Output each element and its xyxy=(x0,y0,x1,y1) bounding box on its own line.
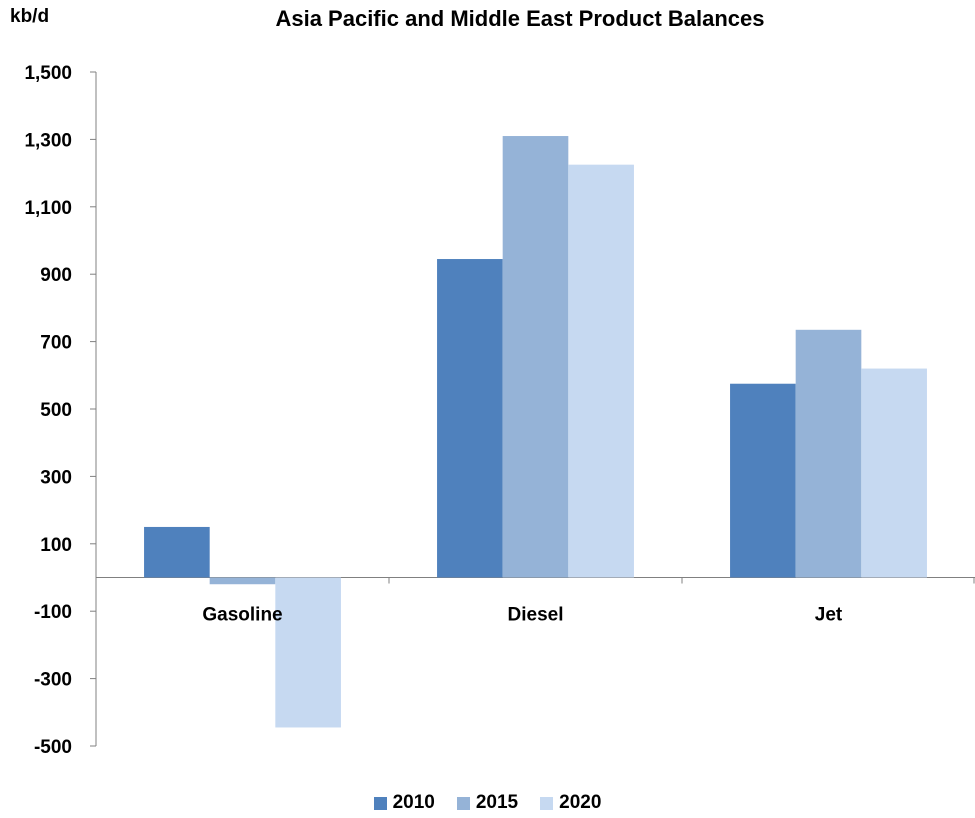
bar-gasoline-2010 xyxy=(144,526,210,578)
legend: 2010 2015 2020 xyxy=(0,792,975,814)
y-tick-label: 700 xyxy=(40,333,72,354)
y-tick-label: 900 xyxy=(40,265,72,286)
bar-gasoline-2015 xyxy=(209,577,276,585)
legend-swatch xyxy=(540,796,554,810)
legend-item: 2015 xyxy=(456,792,519,814)
bar-jet-2020 xyxy=(861,368,927,578)
legend-label: 2020 xyxy=(559,792,602,813)
legend-item: 2010 xyxy=(373,792,435,814)
x-tick-label: Jet xyxy=(815,605,843,626)
legend-label: 2010 xyxy=(392,792,435,813)
legend-swatch xyxy=(456,796,470,810)
legend-label: 2015 xyxy=(475,792,519,813)
bar-jet-2015 xyxy=(795,329,862,578)
y-axis-unit-label: kb/d xyxy=(10,6,50,27)
bar-diesel-2015 xyxy=(502,136,569,578)
bar-diesel-2010 xyxy=(437,259,503,578)
y-tick-label: 1,500 xyxy=(24,63,72,84)
y-tick-label: -300 xyxy=(34,670,72,691)
y-tick-label: 500 xyxy=(40,400,72,421)
bar-jet-2010 xyxy=(730,383,796,578)
y-tick-label: 300 xyxy=(40,467,72,488)
bar-gasoline-2020 xyxy=(275,577,341,728)
x-tick-label: Gasoline xyxy=(202,605,282,626)
y-tick-label: -500 xyxy=(34,737,72,758)
bar-diesel-2020 xyxy=(568,164,634,578)
y-tick-label: -100 xyxy=(34,602,72,623)
legend-item: 2020 xyxy=(540,792,601,814)
legend-swatch xyxy=(373,796,387,810)
x-tick-label: Diesel xyxy=(508,605,564,626)
chart-title: Asia Pacific and Middle East Product Bal… xyxy=(275,6,765,31)
y-tick-label: 1,300 xyxy=(24,130,72,151)
y-tick-label: 1,100 xyxy=(24,198,72,219)
y-tick-label: 100 xyxy=(40,535,72,556)
